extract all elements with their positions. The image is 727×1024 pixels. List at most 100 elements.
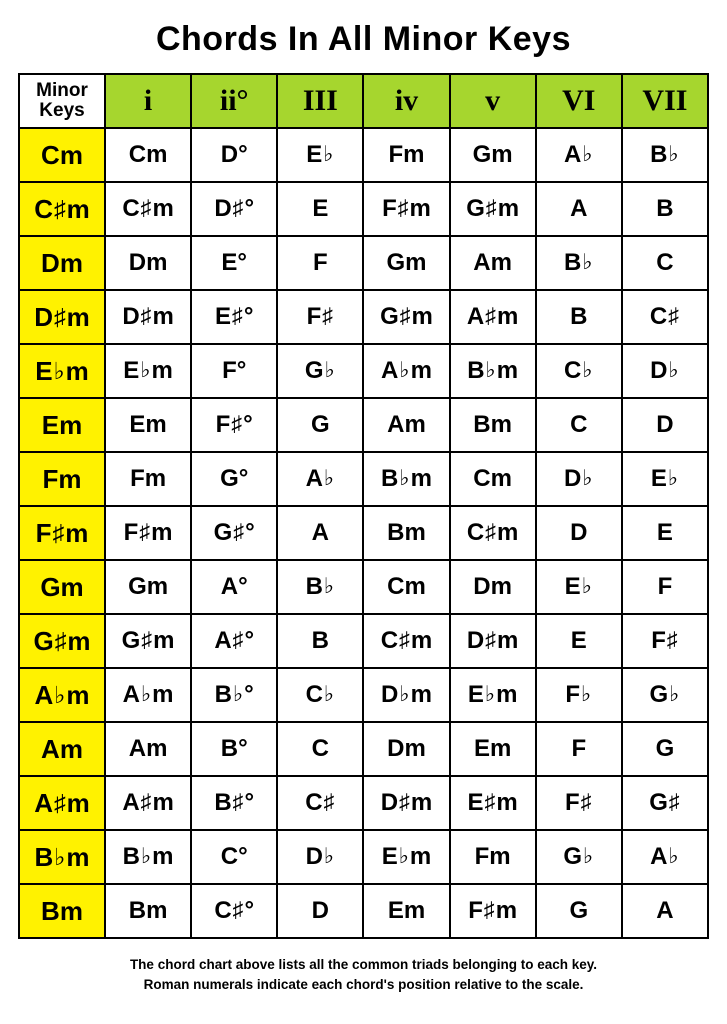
chord-cell: E♯°: [191, 290, 277, 344]
table-row: BmBmC♯°DEmF♯mGA: [19, 884, 708, 938]
chord-cell: B♭m: [105, 830, 191, 884]
chord-cell: Am: [105, 722, 191, 776]
numeral-VI: VI: [536, 74, 622, 128]
chord-cell: E♭m: [450, 668, 536, 722]
chord-cell: Gm: [363, 236, 449, 290]
header-row: Minor Keys i ii° III iv v VI VII: [19, 74, 708, 128]
chord-cell: Fm: [450, 830, 536, 884]
chord-cell: F♯: [622, 614, 708, 668]
chord-cell: G: [622, 722, 708, 776]
corner-label: Minor Keys: [36, 80, 88, 121]
chord-cell: Dm: [105, 236, 191, 290]
chord-cell: D: [622, 398, 708, 452]
chord-cell: A°: [191, 560, 277, 614]
chord-cell: C♭: [536, 344, 622, 398]
key-cell: G♯m: [19, 614, 105, 668]
table-body: CmCmD°E♭FmGmA♭B♭C♯mC♯mD♯°EF♯mG♯mABDmDmE°…: [19, 128, 708, 938]
chord-cell: B♭m: [363, 452, 449, 506]
footnote-line-2: Roman numerals indicate each chord's pos…: [144, 977, 584, 992]
footnote-line-1: The chord chart above lists all the comm…: [130, 957, 597, 972]
chord-cell: B°: [191, 722, 277, 776]
chord-cell: E♯m: [450, 776, 536, 830]
chord-cell: Bm: [105, 884, 191, 938]
chord-cell: F♯: [536, 776, 622, 830]
numeral-ii: ii°: [191, 74, 277, 128]
table-row: G♯mG♯mA♯°BC♯mD♯mEF♯: [19, 614, 708, 668]
chord-cell: C♯: [622, 290, 708, 344]
chord-cell: G♯: [622, 776, 708, 830]
chord-cell: B: [622, 182, 708, 236]
chord-cell: F: [277, 236, 363, 290]
chord-cell: Cm: [363, 560, 449, 614]
chord-cell: Gm: [450, 128, 536, 182]
chord-cell: Am: [363, 398, 449, 452]
chord-cell: Fm: [363, 128, 449, 182]
chord-cell: B♭°: [191, 668, 277, 722]
chord-cell: E♭: [277, 128, 363, 182]
chord-cell: C°: [191, 830, 277, 884]
table-row: C♯mC♯mD♯°EF♯mG♯mAB: [19, 182, 708, 236]
table-row: F♯mF♯mG♯°ABmC♯mDE: [19, 506, 708, 560]
chord-cell: A♯m: [450, 290, 536, 344]
table-row: AmAmB°CDmEmFG: [19, 722, 708, 776]
chord-table: Minor Keys i ii° III iv v VI VII CmCmD°E…: [18, 73, 709, 939]
chord-cell: C: [622, 236, 708, 290]
chord-cell: F♯: [277, 290, 363, 344]
chord-cell: D♯m: [105, 290, 191, 344]
key-cell: Dm: [19, 236, 105, 290]
chord-cell: A♭m: [363, 344, 449, 398]
table-row: E♭mE♭mF°G♭A♭mB♭mC♭D♭: [19, 344, 708, 398]
chord-cell: Cm: [450, 452, 536, 506]
chord-cell: G♯°: [191, 506, 277, 560]
chord-cell: D♯m: [450, 614, 536, 668]
chord-cell: Bm: [450, 398, 536, 452]
chord-cell: D♯m: [363, 776, 449, 830]
chord-cell: B: [536, 290, 622, 344]
chord-cell: D: [536, 506, 622, 560]
chord-cell: G♭: [622, 668, 708, 722]
chord-cell: F: [622, 560, 708, 614]
chord-cell: B♯°: [191, 776, 277, 830]
chord-cell: F♯m: [450, 884, 536, 938]
chord-cell: D♭: [536, 452, 622, 506]
chord-cell: Em: [363, 884, 449, 938]
chord-cell: C♯°: [191, 884, 277, 938]
numeral-v: v: [450, 74, 536, 128]
corner-cell: Minor Keys: [19, 74, 105, 128]
chord-cell: A: [277, 506, 363, 560]
chord-cell: C♯m: [450, 506, 536, 560]
chord-cell: C♯: [277, 776, 363, 830]
chord-cell: B♭: [622, 128, 708, 182]
chord-cell: C♯m: [363, 614, 449, 668]
chord-cell: F♭: [536, 668, 622, 722]
chord-cell: B♭: [277, 560, 363, 614]
chord-cell: F♯°: [191, 398, 277, 452]
chord-cell: G♯m: [363, 290, 449, 344]
key-cell: Bm: [19, 884, 105, 938]
table-row: D♯mD♯mE♯°F♯G♯mA♯mBC♯: [19, 290, 708, 344]
chord-cell: G♯m: [450, 182, 536, 236]
chord-cell: Em: [105, 398, 191, 452]
chord-cell: Am: [450, 236, 536, 290]
chord-cell: B: [277, 614, 363, 668]
chord-cell: A♯°: [191, 614, 277, 668]
table-row: DmDmE°FGmAmB♭C: [19, 236, 708, 290]
chord-cell: A: [622, 884, 708, 938]
table-row: A♭mA♭mB♭°C♭D♭mE♭mF♭G♭: [19, 668, 708, 722]
numeral-VII: VII: [622, 74, 708, 128]
chord-cell: A: [536, 182, 622, 236]
key-cell: B♭m: [19, 830, 105, 884]
chord-cell: D: [277, 884, 363, 938]
footnote: The chord chart above lists all the comm…: [18, 955, 709, 996]
chord-cell: A♭: [622, 830, 708, 884]
chord-cell: C♭: [277, 668, 363, 722]
chord-cell: Fm: [105, 452, 191, 506]
chord-cell: D♭m: [363, 668, 449, 722]
chord-cell: C♯m: [105, 182, 191, 236]
chord-cell: Em: [450, 722, 536, 776]
chord-cell: E: [536, 614, 622, 668]
chord-cell: E♭: [622, 452, 708, 506]
chord-cell: G: [277, 398, 363, 452]
numeral-i: i: [105, 74, 191, 128]
numeral-iv: iv: [363, 74, 449, 128]
